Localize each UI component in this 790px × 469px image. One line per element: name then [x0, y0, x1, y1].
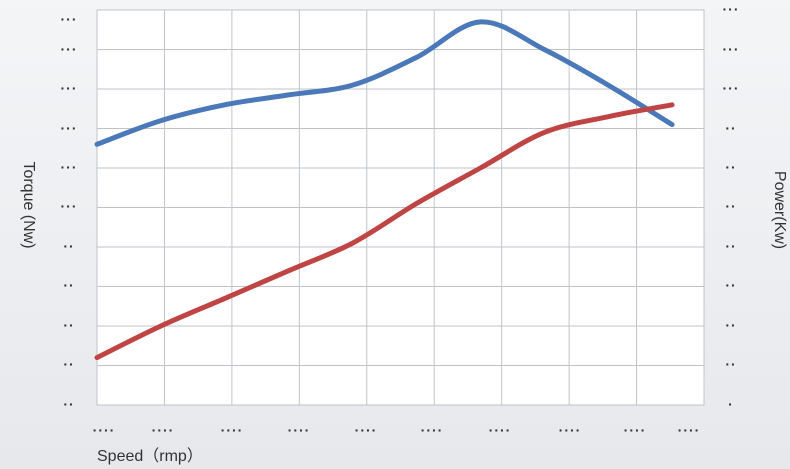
y-left-tick-label: ··: [63, 317, 74, 333]
x-tick-label: ····: [624, 422, 647, 438]
x-tick-label: ····: [221, 422, 244, 438]
y-left-tick-label: ···: [61, 159, 78, 175]
x-tick-label: ····: [288, 422, 311, 438]
y-right-tick-label: ··: [725, 317, 736, 333]
y-right-tick-label: ··: [725, 277, 736, 293]
x-axis-title: Speed（rmp）: [97, 447, 203, 465]
y-left-tick-label: ···: [61, 41, 78, 57]
x-tick-label: ····: [152, 422, 175, 438]
x-tick-label: ····: [678, 422, 701, 438]
x-tick-labels: ···· ···· ···· ···· ···· ···· ···· ···· ···· ····: [93, 422, 701, 438]
y-right-axis-title: Power(Kw): [771, 171, 788, 249]
y-left-axis-title: Torque (Nw): [20, 161, 37, 248]
y-left-tick-label: ···: [61, 120, 78, 136]
x-tick-label: ····: [355, 422, 378, 438]
y-right-tick-label: ···: [723, 41, 740, 57]
power-series-line: [94, 102, 675, 361]
y-left-tick-label: ··: [63, 396, 74, 412]
gridlines: [97, 10, 704, 405]
x-tick-label: ····: [93, 422, 116, 438]
y-left-tick-label: ··: [63, 277, 74, 293]
torque-series-line: [94, 19, 675, 147]
y-right-tick-labels: ························: [723, 1, 740, 412]
y-left-tick-label: ···: [61, 198, 78, 214]
y-left-tick-label: ··: [63, 356, 74, 372]
x-tick-label: ····: [489, 422, 512, 438]
y-right-tick-label: ·: [728, 396, 734, 412]
y-right-tick-label: ··: [725, 159, 736, 175]
y-left-tick-label: ···: [61, 11, 78, 27]
x-tick-label: ····: [421, 422, 444, 438]
x-tick-label: ····: [559, 422, 582, 438]
y-right-tick-label: ··: [725, 198, 736, 214]
y-left-tick-label: ··: [63, 238, 74, 254]
series-lines: [94, 19, 675, 361]
y-right-tick-label: ··: [725, 238, 736, 254]
y-right-tick-label: ···: [723, 1, 740, 17]
y-right-tick-label: ··: [725, 120, 736, 136]
y-right-tick-label: ···: [723, 80, 740, 96]
y-left-tick-label: ···: [61, 80, 78, 96]
y-left-tick-labels: ····························: [61, 11, 78, 412]
y-right-tick-label: ··: [725, 356, 736, 372]
